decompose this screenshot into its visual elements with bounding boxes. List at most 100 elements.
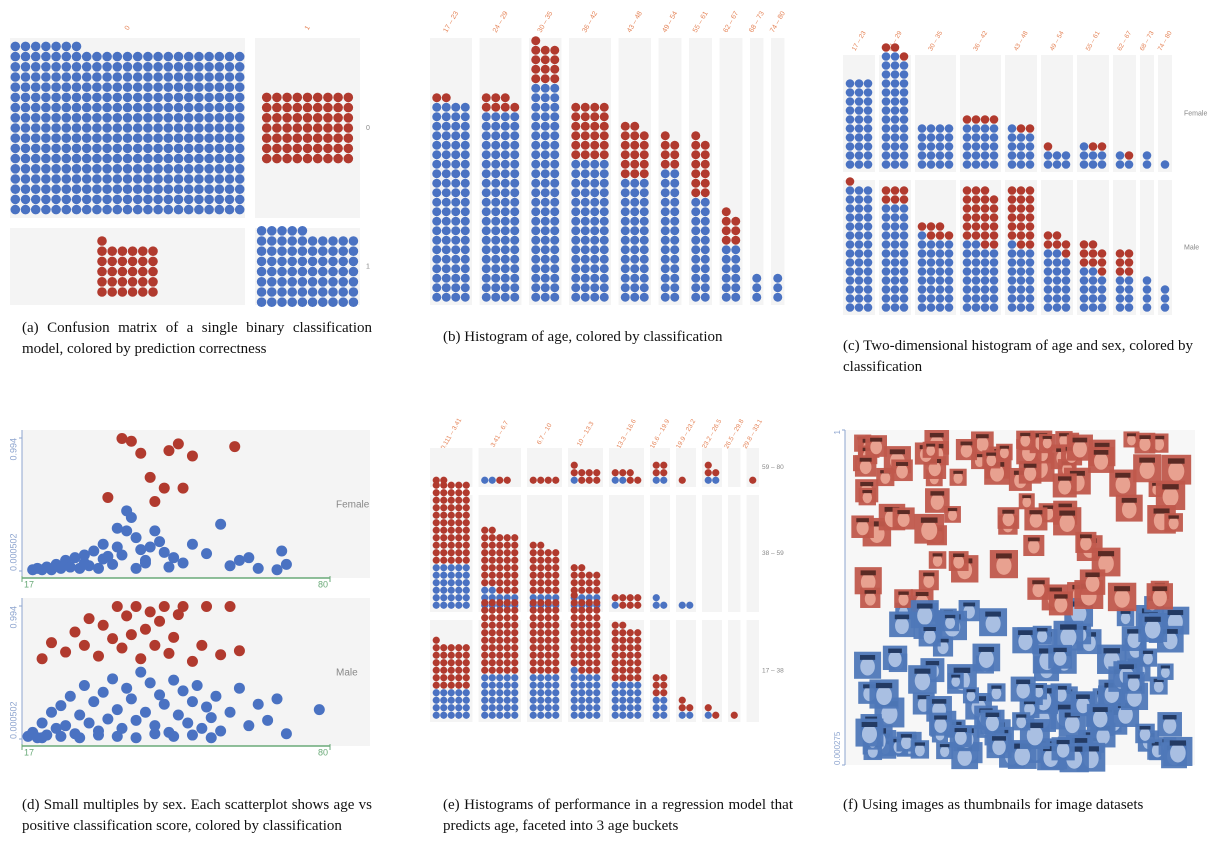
dot <box>1044 142 1053 151</box>
dot <box>1143 151 1152 160</box>
thumbnail-hair <box>1073 438 1088 443</box>
dot <box>491 293 500 302</box>
point <box>79 680 90 691</box>
dot <box>463 659 470 666</box>
dot <box>235 195 245 205</box>
dot <box>455 512 462 519</box>
dot <box>1026 142 1035 151</box>
dot <box>550 74 559 83</box>
thumbnail <box>1023 535 1044 556</box>
dot <box>1125 151 1134 160</box>
dot <box>1062 160 1071 169</box>
dot <box>461 141 470 150</box>
dot <box>900 249 909 258</box>
dot <box>164 133 174 143</box>
thumbnail-hair <box>1028 537 1040 541</box>
point <box>187 730 198 741</box>
dot <box>82 195 92 205</box>
dot <box>552 622 559 629</box>
dot <box>489 614 496 621</box>
thumbnail-face <box>1094 453 1108 470</box>
dot <box>11 205 21 215</box>
dot <box>963 133 972 142</box>
dot <box>691 217 700 226</box>
dot <box>619 637 626 644</box>
dot <box>891 160 900 169</box>
dot <box>670 150 679 159</box>
dot <box>455 689 462 696</box>
dot <box>194 123 204 133</box>
dot <box>496 637 503 644</box>
dot <box>164 164 174 174</box>
dot <box>1116 303 1125 312</box>
dot <box>541 55 550 64</box>
dot <box>545 689 552 696</box>
dot <box>448 489 455 496</box>
dot <box>731 264 740 273</box>
dot <box>990 213 999 222</box>
dot <box>972 133 981 142</box>
dot <box>504 659 511 666</box>
dot <box>277 267 287 277</box>
dot <box>537 557 544 564</box>
thumbnail-face <box>1030 512 1042 527</box>
thumbnail-hair <box>1121 611 1131 614</box>
dot <box>701 245 710 254</box>
dot <box>590 188 599 197</box>
bin-label: 13.3 – 16.6 <box>616 418 639 450</box>
dot <box>298 246 308 256</box>
dot <box>586 572 593 579</box>
dot <box>432 283 441 292</box>
dot <box>194 164 204 174</box>
dot <box>461 293 470 302</box>
dot <box>578 579 585 586</box>
dot <box>593 587 600 594</box>
dot <box>451 274 460 283</box>
dot <box>153 62 163 72</box>
dot <box>864 204 873 213</box>
dot <box>918 285 927 294</box>
dot <box>640 188 649 197</box>
dot <box>21 103 31 113</box>
dot <box>455 534 462 541</box>
dot <box>590 226 599 235</box>
dot <box>282 154 292 164</box>
dot <box>153 184 163 194</box>
dot <box>481 637 488 644</box>
dot <box>550 188 559 197</box>
dot <box>846 249 855 258</box>
thumbnail-face <box>865 592 876 605</box>
dot <box>882 285 891 294</box>
dot <box>491 103 500 112</box>
dot <box>630 141 639 150</box>
point <box>135 667 146 678</box>
point <box>182 718 193 729</box>
dot <box>1017 240 1026 249</box>
dot <box>153 82 163 92</box>
dot <box>442 169 451 178</box>
dot <box>945 160 954 169</box>
point <box>112 704 123 715</box>
dot <box>531 274 540 283</box>
dot <box>504 637 511 644</box>
thumbnail <box>996 444 1013 461</box>
dot <box>981 124 990 133</box>
dot <box>204 113 214 123</box>
dot <box>1026 213 1035 222</box>
bin-label: 62 – 67 <box>1116 30 1133 53</box>
dot <box>864 276 873 285</box>
dot <box>670 226 679 235</box>
dot <box>433 572 440 579</box>
dot <box>571 141 580 150</box>
dot <box>634 712 641 719</box>
dot <box>634 602 641 609</box>
dot <box>705 462 712 469</box>
dot <box>511 572 518 579</box>
dot <box>433 712 440 719</box>
thumbnail-face <box>1073 440 1087 457</box>
dot <box>530 579 537 586</box>
dot <box>1125 276 1134 285</box>
dot <box>92 62 102 72</box>
dot <box>328 267 338 277</box>
dot <box>593 652 600 659</box>
